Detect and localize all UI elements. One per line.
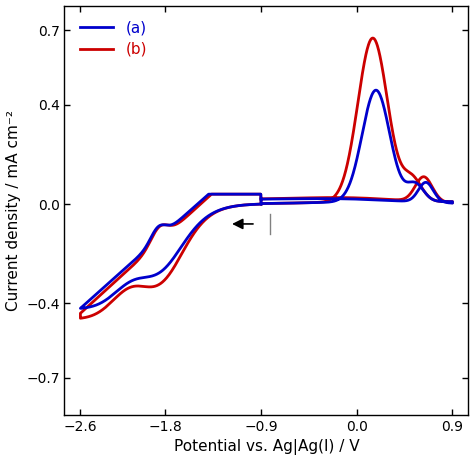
(b)	[105, 303, 110, 308]
(a)	[350, 172, 356, 177]
(b)	[258, 196, 264, 201]
(b)	[258, 201, 264, 207]
(b)	[402, 166, 408, 171]
(a)	[258, 201, 264, 207]
(a)	[105, 296, 110, 301]
X-axis label: Potential vs. Ag|Ag(I) / V: Potential vs. Ag|Ag(I) / V	[173, 439, 359, 455]
(b)	[313, 195, 319, 201]
(a)	[259, 196, 265, 202]
(a)	[313, 196, 319, 201]
Legend: (a), (b): (a), (b)	[72, 13, 155, 65]
(b)	[259, 196, 265, 201]
(b)	[370, 35, 375, 41]
(a)	[373, 88, 379, 93]
Line: (b): (b)	[81, 38, 453, 318]
Y-axis label: Current density / mA cm⁻²: Current density / mA cm⁻²	[6, 110, 20, 311]
Line: (a): (a)	[81, 90, 453, 308]
(a)	[354, 196, 359, 202]
(a)	[78, 306, 83, 311]
(b)	[78, 315, 83, 321]
(b)	[354, 195, 359, 201]
(b)	[350, 132, 356, 138]
(a)	[258, 196, 264, 202]
(a)	[402, 178, 408, 184]
